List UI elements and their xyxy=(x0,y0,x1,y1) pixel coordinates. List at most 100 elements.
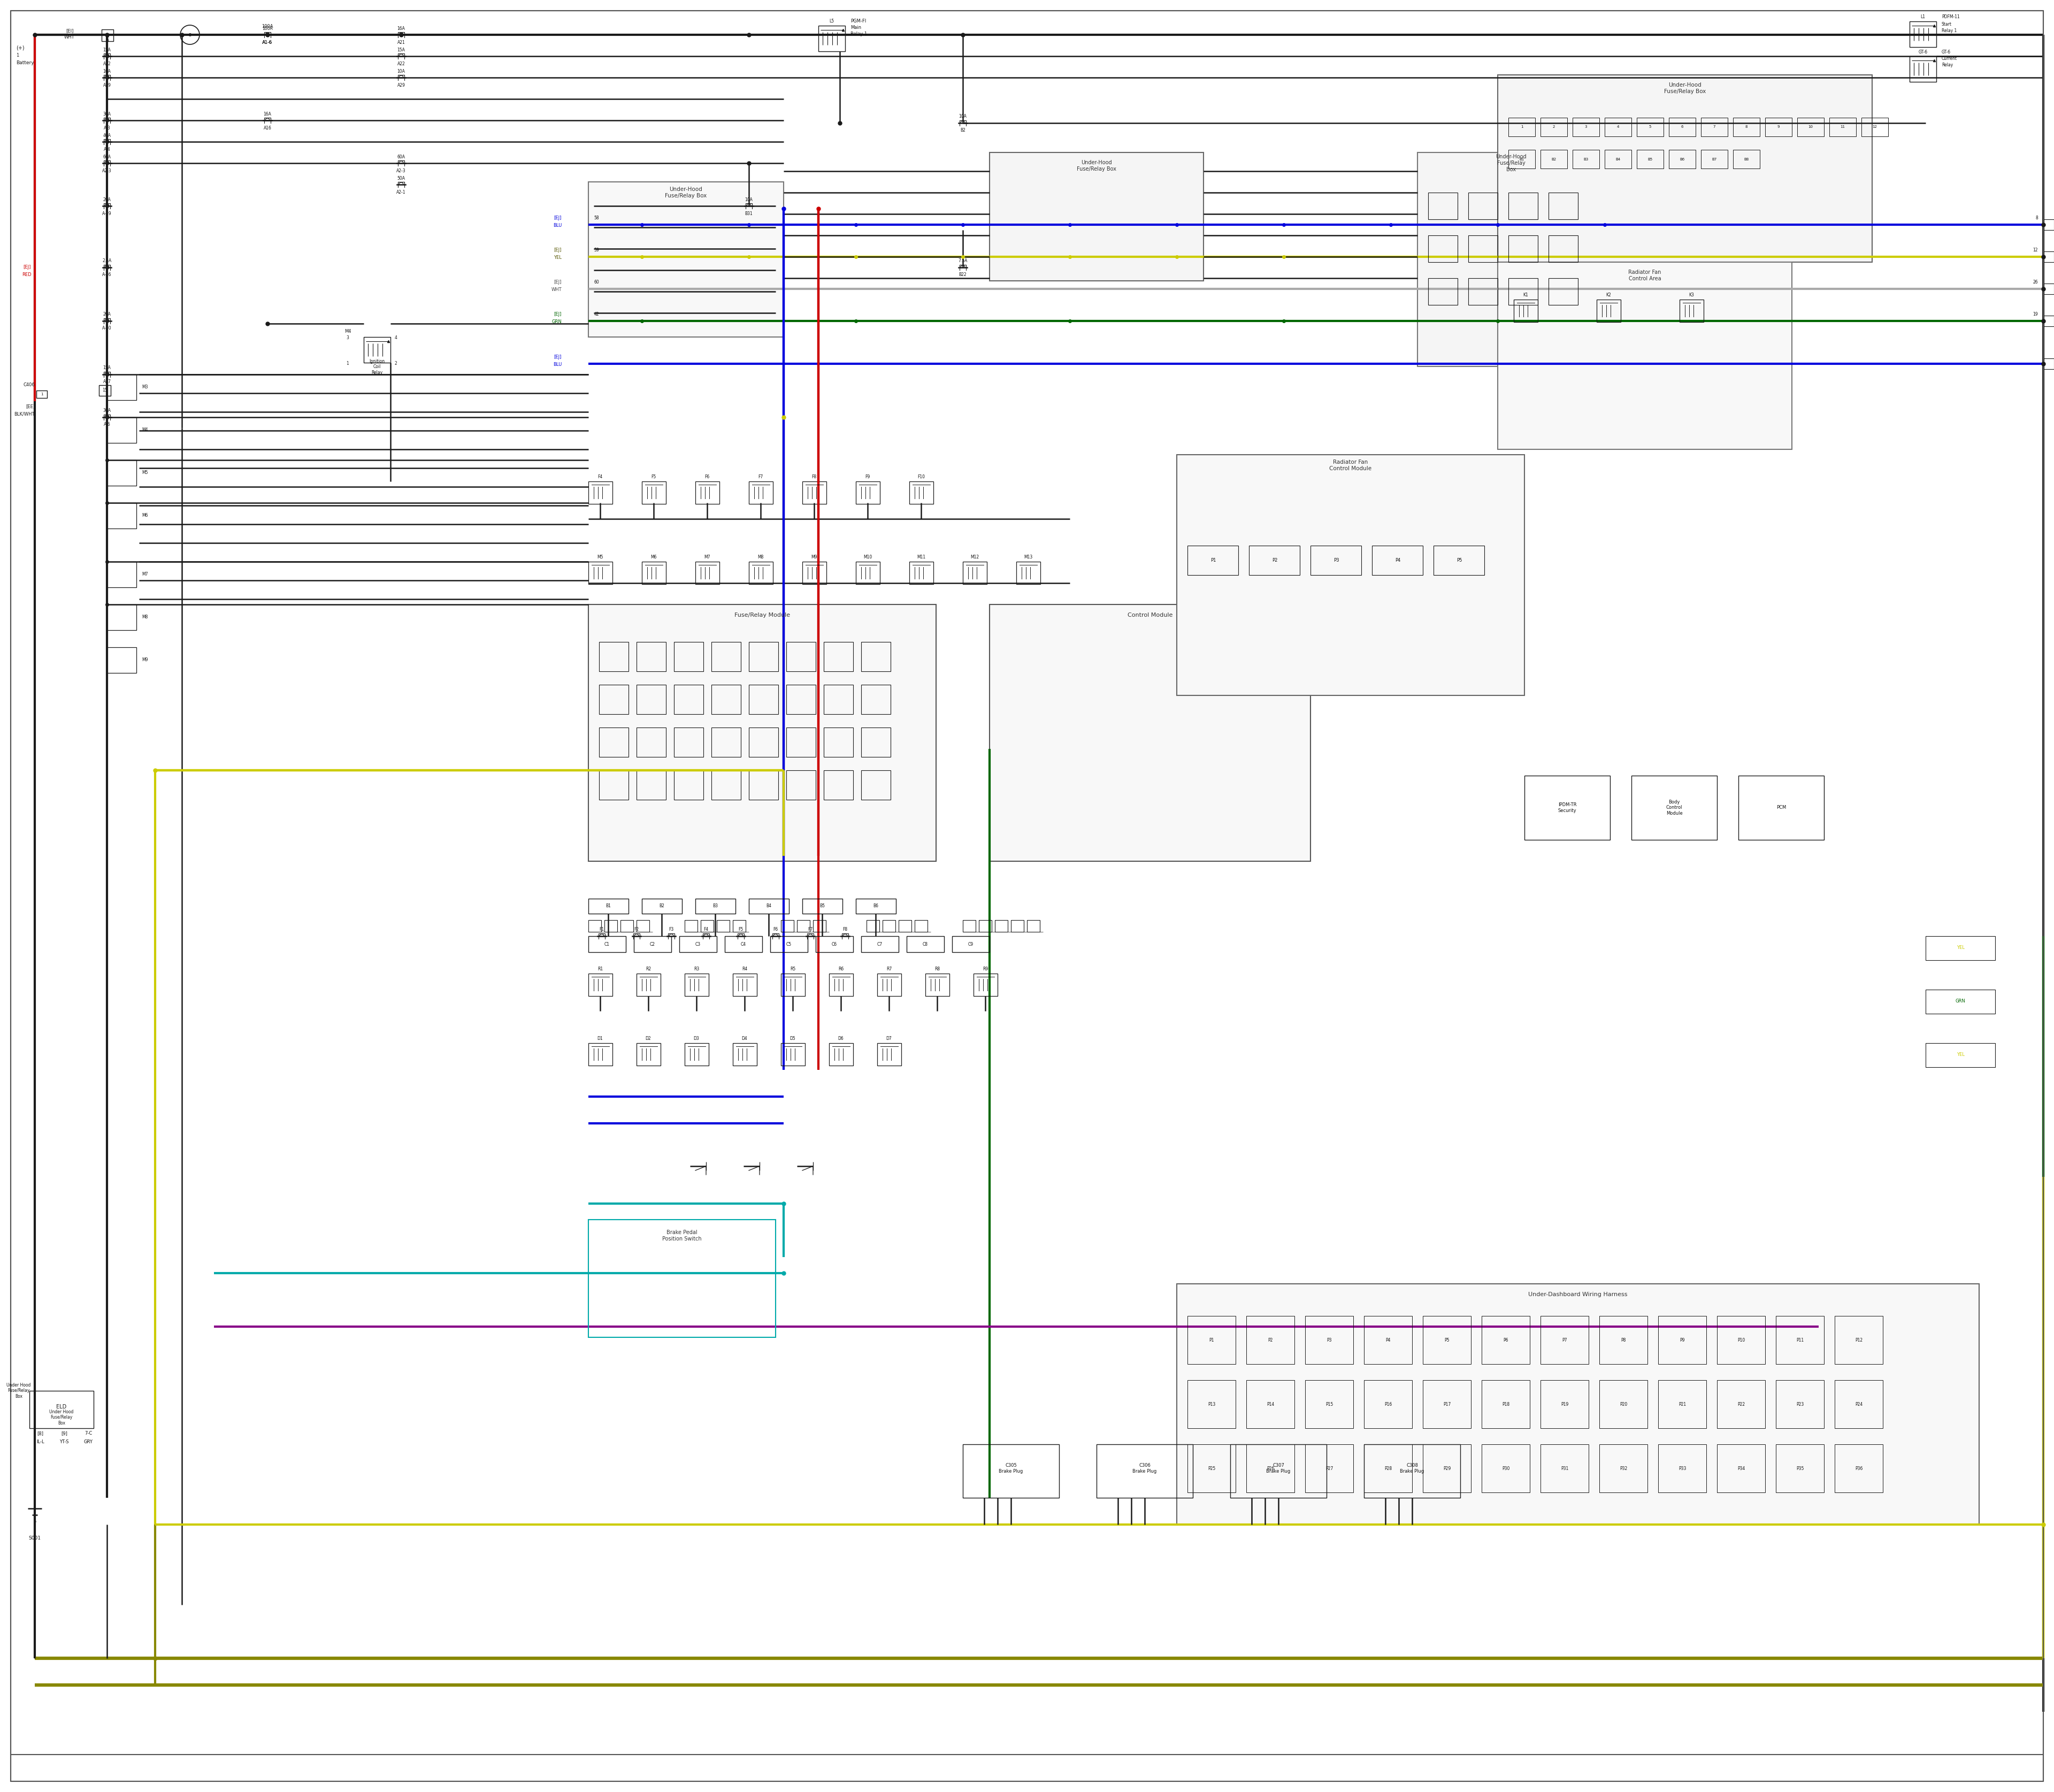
Text: GRN: GRN xyxy=(553,319,561,324)
Bar xyxy=(1097,1444,1193,1498)
Text: Relay: Relay xyxy=(1941,63,1953,68)
Bar xyxy=(1423,1380,1471,1428)
Text: Battery: Battery xyxy=(16,61,35,66)
Text: 2: 2 xyxy=(1553,125,1555,129)
Bar xyxy=(364,337,390,362)
Bar xyxy=(830,973,852,996)
Bar xyxy=(1187,545,1239,575)
Text: P36: P36 xyxy=(1855,1466,1863,1471)
Bar xyxy=(1717,1380,1764,1428)
Text: 60A: 60A xyxy=(103,154,111,159)
Bar xyxy=(1596,299,1621,323)
Text: YEL: YEL xyxy=(1955,1052,1964,1057)
Bar xyxy=(637,973,661,996)
Text: Start: Start xyxy=(1941,22,1951,27)
Bar xyxy=(1910,56,1937,82)
Text: 26: 26 xyxy=(2033,280,2038,285)
Bar xyxy=(787,771,815,799)
Bar xyxy=(684,1043,709,1066)
Text: M9: M9 xyxy=(811,554,817,559)
Bar xyxy=(717,919,729,932)
Text: [EI]: [EI] xyxy=(66,29,74,34)
Text: B1: B1 xyxy=(606,903,610,909)
Text: WHT: WHT xyxy=(550,287,561,292)
Text: 1: 1 xyxy=(16,52,18,57)
Bar xyxy=(696,561,719,584)
Text: C9: C9 xyxy=(967,943,974,946)
Text: P4: P4 xyxy=(1395,557,1401,563)
Bar xyxy=(781,973,805,996)
Text: [EJ]: [EJ] xyxy=(555,312,561,317)
Bar xyxy=(750,561,772,584)
Text: L5: L5 xyxy=(830,20,834,23)
Bar xyxy=(1717,1315,1764,1364)
Text: M7: M7 xyxy=(142,572,148,577)
Bar xyxy=(803,482,826,504)
Text: RED: RED xyxy=(23,272,31,278)
Bar xyxy=(733,973,756,996)
Text: 7: 7 xyxy=(1713,125,1715,129)
Text: A1-6: A1-6 xyxy=(263,39,273,45)
Bar xyxy=(587,898,629,914)
Bar xyxy=(1508,118,1534,136)
Bar xyxy=(1658,1380,1707,1428)
Text: F4: F4 xyxy=(705,926,709,932)
Text: P28: P28 xyxy=(1384,1466,1393,1471)
Text: GT-6: GT-6 xyxy=(1918,50,1927,54)
Text: B3: B3 xyxy=(1584,158,1588,161)
Text: 10A: 10A xyxy=(396,68,405,73)
Bar xyxy=(600,642,629,672)
Bar xyxy=(1304,1315,1354,1364)
Bar xyxy=(1573,151,1600,168)
Text: P17: P17 xyxy=(1444,1401,1450,1407)
Text: 30A: 30A xyxy=(103,111,111,116)
Bar xyxy=(1304,1380,1354,1428)
Text: 1: 1 xyxy=(347,362,349,366)
Bar xyxy=(861,685,891,715)
Text: 1: 1 xyxy=(107,38,109,41)
Bar xyxy=(1508,278,1538,305)
Bar xyxy=(107,561,136,588)
Text: 16A: 16A xyxy=(396,25,405,30)
Bar xyxy=(674,728,702,756)
Text: P22: P22 xyxy=(1738,1401,1744,1407)
Text: YT-S: YT-S xyxy=(60,1439,70,1444)
Text: ELD: ELD xyxy=(55,1405,66,1410)
Text: B2: B2 xyxy=(959,127,965,133)
Text: P14: P14 xyxy=(1267,1401,1273,1407)
Text: Radiator Fan
Control Module: Radiator Fan Control Module xyxy=(1329,459,1372,471)
Text: WHT: WHT xyxy=(64,36,74,39)
Text: R5: R5 xyxy=(791,966,795,971)
Text: A22: A22 xyxy=(396,61,405,66)
Text: 7.5A: 7.5A xyxy=(957,258,967,263)
Text: F9: F9 xyxy=(865,475,871,478)
Text: B5: B5 xyxy=(820,903,826,909)
Text: 58: 58 xyxy=(594,215,600,220)
Bar xyxy=(684,973,709,996)
Text: P3: P3 xyxy=(1333,557,1339,563)
Text: BLU: BLU xyxy=(553,224,561,228)
Bar xyxy=(1540,118,1567,136)
Text: P26: P26 xyxy=(1267,1466,1273,1471)
Text: B2: B2 xyxy=(659,903,663,909)
Bar xyxy=(781,919,793,932)
Bar xyxy=(797,919,809,932)
Text: P2: P2 xyxy=(1271,557,1278,563)
Text: [8]: [8] xyxy=(37,1432,43,1435)
Text: D7: D7 xyxy=(885,1036,891,1041)
Bar xyxy=(1481,1315,1530,1364)
Text: M4: M4 xyxy=(345,330,351,333)
Text: 59: 59 xyxy=(594,247,600,253)
Text: Control Module: Control Module xyxy=(1128,613,1173,618)
Text: B3: B3 xyxy=(713,903,717,909)
Bar xyxy=(1777,1315,1824,1364)
Bar xyxy=(1600,1380,1647,1428)
Text: C3: C3 xyxy=(696,943,700,946)
Text: C7: C7 xyxy=(877,943,883,946)
Text: P25: P25 xyxy=(1208,1466,1216,1471)
Text: 20A: 20A xyxy=(103,197,111,202)
Bar xyxy=(1549,278,1577,305)
Text: 7-C: 7-C xyxy=(84,1432,92,1435)
Bar xyxy=(1540,1380,1588,1428)
Text: Under Hood
Fuse/Relay
Box: Under Hood Fuse/Relay Box xyxy=(6,1383,31,1400)
